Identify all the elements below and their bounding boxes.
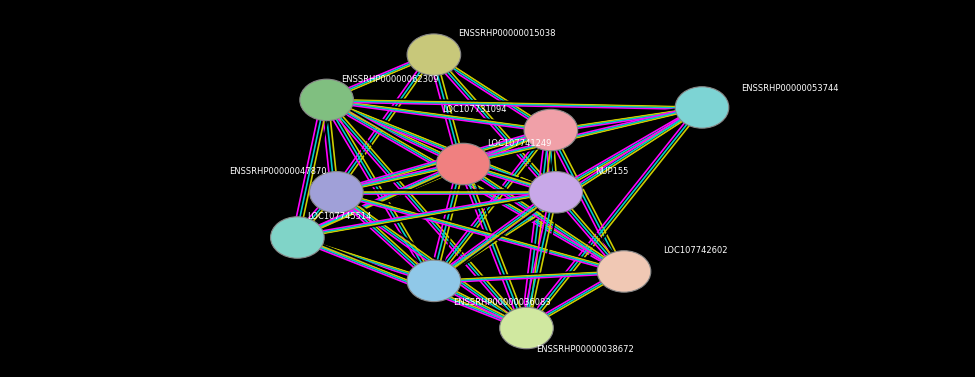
Text: LOC107742602: LOC107742602 bbox=[663, 246, 727, 255]
Ellipse shape bbox=[675, 87, 729, 128]
Text: ENSSRHP00000038672: ENSSRHP00000038672 bbox=[536, 345, 634, 354]
Ellipse shape bbox=[525, 109, 577, 151]
Ellipse shape bbox=[300, 79, 353, 121]
Text: LOC107731094: LOC107731094 bbox=[443, 105, 507, 114]
Ellipse shape bbox=[271, 217, 324, 258]
Text: LOC107745514: LOC107745514 bbox=[307, 212, 371, 221]
Text: ENSSRHP00000062309: ENSSRHP00000062309 bbox=[341, 75, 439, 84]
Ellipse shape bbox=[310, 172, 363, 213]
Ellipse shape bbox=[408, 260, 460, 302]
Ellipse shape bbox=[437, 143, 489, 185]
Text: LOC107741249: LOC107741249 bbox=[488, 139, 552, 148]
Text: ENSSRHP00000015038: ENSSRHP00000015038 bbox=[458, 29, 556, 38]
Ellipse shape bbox=[408, 34, 460, 75]
Ellipse shape bbox=[499, 307, 554, 349]
Text: ENSSRHP00000036083: ENSSRHP00000036083 bbox=[453, 298, 551, 307]
Ellipse shape bbox=[597, 251, 651, 292]
Ellipse shape bbox=[528, 172, 583, 213]
Text: NUP155: NUP155 bbox=[595, 167, 628, 176]
Text: ENSSRHP00000053744: ENSSRHP00000053744 bbox=[741, 84, 838, 93]
Text: ENSSRHP00000047870: ENSSRHP00000047870 bbox=[229, 167, 327, 176]
